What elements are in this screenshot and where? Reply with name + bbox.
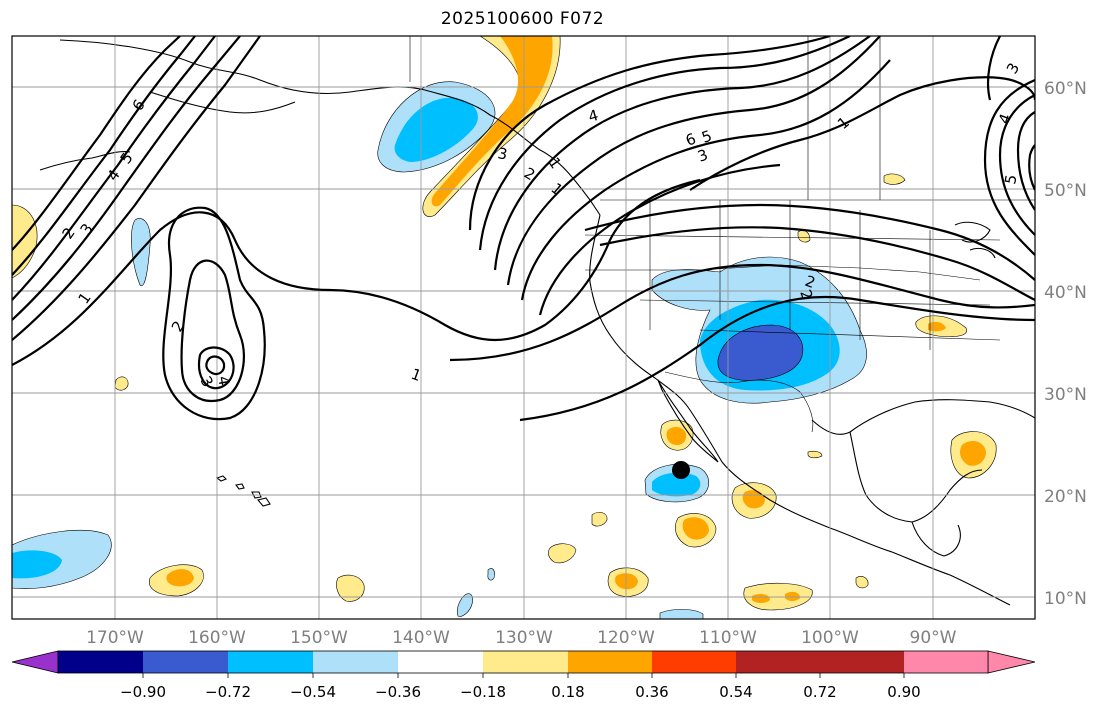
lon-label: 170°W: [86, 628, 144, 648]
colorbar-segment: [58, 651, 143, 673]
lon-label: 160°W: [188, 628, 246, 648]
colorbar-segment: [398, 651, 483, 673]
lon-label: 90°W: [910, 628, 957, 648]
lon-label: 120°W: [597, 628, 655, 648]
colorbar-extend-high: [987, 650, 1036, 674]
lat-label: 20°N: [1044, 487, 1087, 507]
colorbar-tick-labels: −0.90 −0.72 −0.54 −0.36 −0.18 0.18 0.36 …: [120, 683, 921, 701]
map-title: 2025100600 F072: [440, 9, 605, 29]
lat-label: 30°N: [1044, 385, 1087, 405]
contour-label: 4: [586, 106, 600, 126]
longitude-labels: 170°W 160°W 150°W 140°W 130°W 120°W 110°…: [86, 628, 957, 648]
shading-layer: [12, 36, 997, 619]
map-frame: [11, 35, 1036, 620]
colorbar-tick-label: −0.18: [460, 683, 506, 701]
colorbar-segment: [483, 651, 568, 673]
lat-label: 40°N: [1044, 283, 1087, 303]
colorbar-tick-label: −0.54: [290, 683, 336, 701]
colorbar-segment: [568, 651, 652, 673]
lat-label: 50°N: [1044, 181, 1087, 201]
location-marker: [672, 461, 690, 479]
contour-label: 5: [1001, 173, 1020, 186]
colorbar-tick-label: 0.54: [719, 683, 752, 701]
colorbar-tick-label: 0.36: [635, 683, 668, 701]
map-panel: 6 5 4 3 2 1 1 2 3 4 1 1 2 3 6 5 4 3 2 1 …: [12, 36, 1035, 619]
colorbar-mid: [820, 651, 904, 673]
contour-lines: [12, 36, 1035, 422]
colorbar-tick-label: 0.72: [803, 683, 836, 701]
colorbar-ticks: [142, 673, 905, 678]
colorbar-segment: [736, 651, 820, 673]
contour-label: 4: [214, 375, 233, 388]
colorbar-segment: [143, 651, 228, 673]
lon-label: 130°W: [495, 628, 553, 648]
lon-label: 100°W: [801, 628, 859, 648]
colorbar-segment: [652, 651, 736, 673]
colorbar-tick-label: 0.90: [887, 683, 920, 701]
colorbar-segment: [228, 651, 313, 673]
lon-label: 110°W: [699, 628, 757, 648]
colorbar-tick-label: 0.18: [551, 683, 584, 701]
colorbar-tick-label: −0.36: [375, 683, 421, 701]
colorbar-frame: [57, 650, 989, 674]
colorbar-tick-label: −0.90: [120, 683, 166, 701]
colorbar-extend-low: [11, 650, 59, 674]
colorbar-top: [904, 651, 988, 673]
lon-label: 150°W: [290, 628, 348, 648]
lon-label: 140°W: [392, 628, 450, 648]
contour-label: 3: [496, 144, 509, 163]
colorbar-segment: [313, 651, 398, 673]
lat-label: 10°N: [1044, 589, 1087, 609]
colorbar: −0.90 −0.72 −0.54 −0.36 −0.18 0.18 0.36 …: [11, 650, 1036, 701]
latitude-labels: 10°N 20°N 30°N 40°N 50°N 60°N: [1044, 79, 1087, 609]
colorbar-tick-label: −0.72: [205, 683, 251, 701]
lat-label: 60°N: [1044, 79, 1087, 99]
